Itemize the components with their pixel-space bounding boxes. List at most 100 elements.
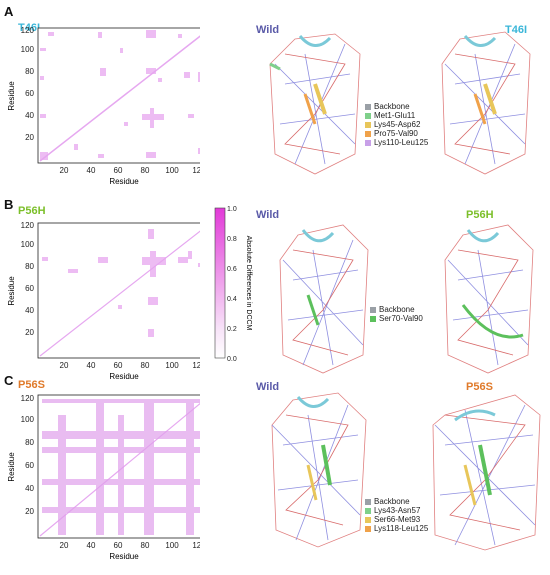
dccm-map: 100 80 60 40 20 120 20 40 60 80 100 120 … bbox=[7, 26, 200, 186]
panel-b: B P56H 100 80 60 40 20 120 20 40 bbox=[0, 195, 550, 385]
svg-text:0.8: 0.8 bbox=[227, 236, 237, 243]
svg-text:40: 40 bbox=[87, 361, 96, 370]
svg-text:100: 100 bbox=[165, 541, 179, 550]
svg-text:60: 60 bbox=[25, 284, 34, 293]
plot-frame bbox=[37, 27, 200, 164]
wild-structure-image bbox=[279, 224, 369, 374]
x-axis-label: Residue bbox=[109, 552, 139, 561]
mutation-label: P56S bbox=[18, 379, 45, 391]
svg-text:80: 80 bbox=[25, 438, 34, 447]
x-ticks: 20 40 60 80 100 120 bbox=[60, 541, 200, 550]
legend-swatch bbox=[370, 315, 376, 322]
structure-legend: Backbone Lys43-Asn57 Ser66-Met93 Lys118-… bbox=[365, 497, 428, 533]
legend-swatch bbox=[365, 516, 371, 523]
mutant-structure-image bbox=[432, 394, 541, 551]
svg-text:60: 60 bbox=[114, 541, 123, 550]
svg-text:0.2: 0.2 bbox=[227, 326, 237, 333]
y-axis-label: Residue bbox=[7, 276, 16, 306]
legend-item: Met1-Glu11 bbox=[365, 111, 428, 120]
svg-text:120: 120 bbox=[21, 221, 35, 230]
diagonal bbox=[39, 230, 200, 357]
svg-text:60: 60 bbox=[114, 361, 123, 370]
svg-text:60: 60 bbox=[114, 166, 123, 175]
mutant-label: P56H bbox=[466, 209, 494, 221]
svg-text:0.4: 0.4 bbox=[227, 296, 237, 303]
svg-text:0.0: 0.0 bbox=[227, 356, 237, 363]
dccm-map: 100 80 60 40 20 120 20 40 60 80 100 120 … bbox=[7, 394, 200, 561]
colorbar-gradient bbox=[214, 207, 226, 359]
y-axis-label: Residue bbox=[7, 452, 16, 482]
svg-text:120: 120 bbox=[21, 394, 35, 403]
panel-letter: B bbox=[4, 197, 14, 212]
x-axis-label: Residue bbox=[109, 177, 139, 186]
svg-text:60: 60 bbox=[25, 89, 34, 98]
svg-text:40: 40 bbox=[87, 541, 96, 550]
svg-text:80: 80 bbox=[25, 262, 34, 271]
svg-text:20: 20 bbox=[25, 133, 34, 142]
svg-text:80: 80 bbox=[141, 166, 150, 175]
mutant-label: T46I bbox=[505, 24, 528, 36]
legend-item: Ser66-Met93 bbox=[365, 515, 428, 524]
panel-c: C P56S 100 80 60 40 20 12 bbox=[0, 373, 550, 575]
svg-text:100: 100 bbox=[21, 240, 35, 249]
legend-swatch bbox=[365, 498, 371, 505]
svg-text:120: 120 bbox=[192, 361, 200, 370]
svg-text:120: 120 bbox=[192, 166, 200, 175]
legend-item: Lys43-Asn57 bbox=[365, 506, 428, 515]
mutant-label: P56S bbox=[466, 381, 493, 393]
svg-text:1.0: 1.0 bbox=[227, 206, 237, 213]
mutant-structure-image bbox=[444, 224, 534, 374]
legend-item: Lys45-Asp62 bbox=[365, 120, 428, 129]
wild-label: Wild bbox=[256, 24, 280, 36]
svg-text:100: 100 bbox=[165, 166, 179, 175]
y-ticks: 100 80 60 40 20 120 bbox=[21, 394, 35, 516]
svg-text:120: 120 bbox=[21, 26, 35, 35]
svg-text:100: 100 bbox=[165, 361, 179, 370]
colorbar-title: Absolute Differences in DCCM bbox=[245, 236, 252, 331]
wild-structure-image bbox=[271, 392, 367, 548]
svg-text:20: 20 bbox=[60, 361, 69, 370]
panel-letter: A bbox=[4, 4, 14, 19]
y-axis-label: Residue bbox=[7, 81, 16, 111]
dccm-map: 100 80 60 40 20 120 20 40 60 80 100 120 … bbox=[7, 221, 200, 381]
difference-speckles bbox=[40, 30, 200, 160]
difference-speckles bbox=[42, 229, 200, 337]
legend-swatch bbox=[370, 306, 376, 313]
legend-swatch bbox=[365, 507, 371, 514]
legend-item: Ser70-Val90 bbox=[370, 314, 423, 323]
wild-structure-image bbox=[269, 33, 361, 175]
legend-item: Lys110-Leu125 bbox=[365, 138, 428, 147]
x-ticks: 20 40 60 80 100 120 bbox=[60, 361, 200, 370]
svg-text:40: 40 bbox=[25, 306, 34, 315]
svg-text:100: 100 bbox=[21, 45, 35, 54]
svg-text:20: 20 bbox=[25, 328, 34, 337]
svg-text:40: 40 bbox=[87, 166, 96, 175]
legend-swatch bbox=[365, 525, 371, 532]
legend-item: Lys118-Leu125 bbox=[365, 524, 428, 533]
legend-item: Pro75-Val90 bbox=[365, 129, 428, 138]
svg-text:100: 100 bbox=[21, 415, 35, 424]
y-ticks: 100 80 60 40 20 120 bbox=[21, 221, 35, 337]
legend-swatch bbox=[365, 103, 371, 110]
colorbar: 1.0 0.8 0.6 0.4 0.2 0.0 Absolute Differe… bbox=[214, 206, 252, 363]
y-ticks: 100 80 60 40 20 120 bbox=[21, 26, 35, 142]
structure-legend: Backbone Met1-Glu11 Lys45-Asp62 Pro75-Va… bbox=[365, 102, 428, 147]
legend-swatch bbox=[365, 121, 371, 128]
legend-swatch bbox=[365, 112, 371, 119]
x-axis-label: Residue bbox=[109, 372, 139, 381]
wild-label: Wild bbox=[256, 381, 280, 393]
svg-text:40: 40 bbox=[25, 484, 34, 493]
diagonal bbox=[39, 35, 200, 162]
svg-text:60: 60 bbox=[25, 461, 34, 470]
svg-text:20: 20 bbox=[25, 507, 34, 516]
plot-frame bbox=[37, 222, 200, 359]
mutation-label: P56H bbox=[18, 205, 46, 217]
legend-item: Backbone bbox=[365, 497, 428, 506]
panel-a: A T46I 100 80 60 40 bbox=[0, 0, 550, 190]
structure-legend: Backbone Ser70-Val90 bbox=[370, 305, 423, 323]
mutation-label: T46I bbox=[18, 22, 41, 34]
mutant-structure-image bbox=[441, 31, 531, 175]
wild-label: Wild bbox=[256, 209, 280, 221]
svg-text:40: 40 bbox=[25, 111, 34, 120]
svg-text:80: 80 bbox=[25, 67, 34, 76]
